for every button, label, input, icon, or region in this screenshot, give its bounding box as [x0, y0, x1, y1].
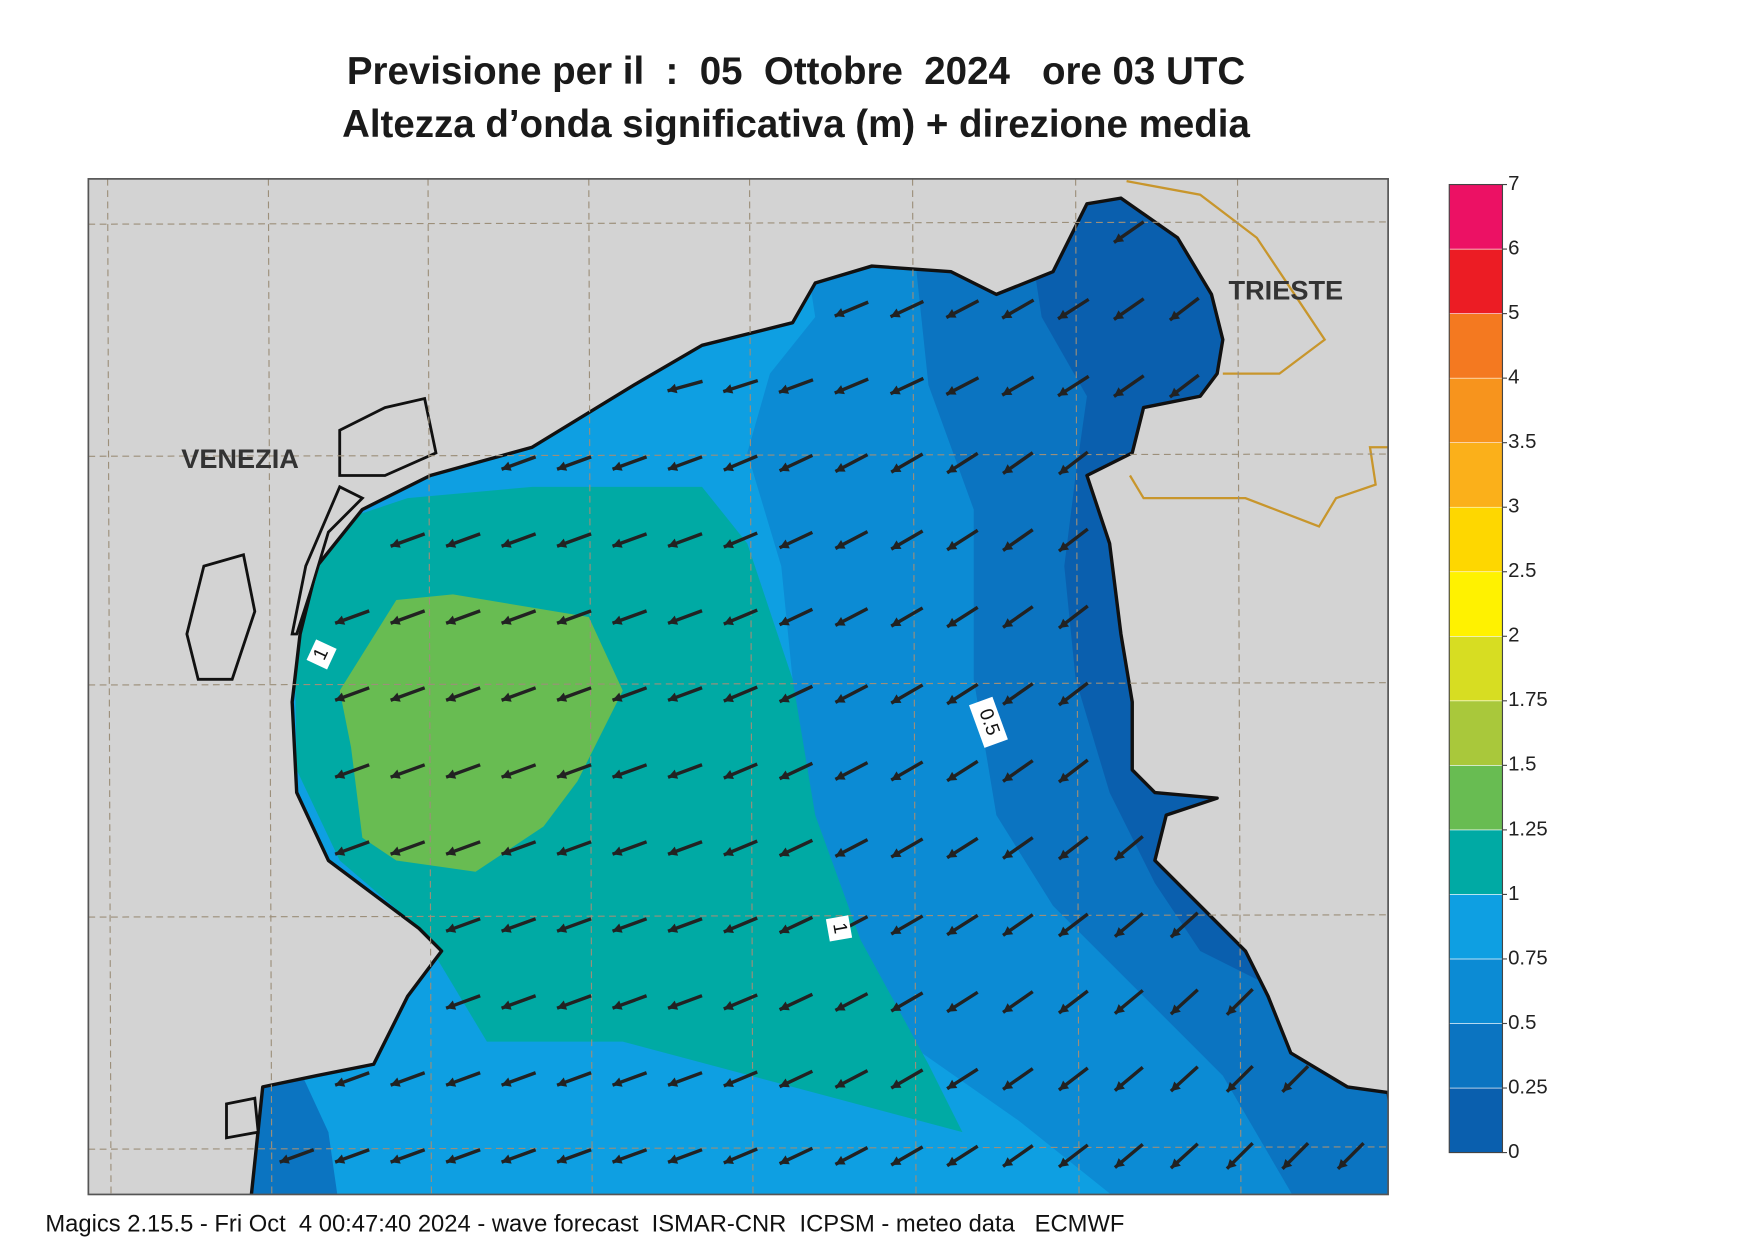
colorbar-tick-label: 4: [1508, 367, 1519, 389]
subtitle: Altezza d’onda significativa (m) + direz…: [342, 103, 1250, 146]
colorbar-band: [1449, 830, 1502, 895]
place-label: TRIESTE: [1228, 274, 1343, 305]
colorbar-tick-label: 3: [1508, 496, 1519, 518]
colorbar-tick-label: 7: [1508, 173, 1519, 195]
colorbar-band: [1449, 443, 1502, 508]
colorbar-tick-label: 0.75: [1508, 947, 1548, 969]
colorbar-tick-label: 1: [1508, 883, 1519, 905]
page: {"header": {"title": "Previsione per il …: [0, 0, 1755, 1242]
colorbar-tick-label: 0: [1508, 1141, 1519, 1163]
colorbar-tick-label: 1.5: [1508, 754, 1536, 776]
colorbar-tick-label: 3.5: [1508, 431, 1536, 453]
colorbar-band: [1449, 507, 1502, 572]
colorbar-tick-label: 2.5: [1508, 560, 1536, 582]
colorbar-band: [1449, 1023, 1502, 1088]
place-label: VENEZIA: [181, 443, 299, 474]
colorbar-band: [1449, 378, 1502, 443]
colorbar-band: [1449, 249, 1502, 314]
colorbar-tick-label: 0.25: [1508, 1076, 1548, 1098]
colorbar-tick-label: 5: [1508, 302, 1519, 324]
colorbar: 0 0.25 0.5 0.75 1 1.25 1.5 1.75 2 2.5 3 3.5 4 5 6 7: [1449, 173, 1548, 1163]
colorbar-band: [1449, 314, 1502, 379]
colorbar-band: [1449, 701, 1502, 766]
contour-label-box: 1: [826, 915, 852, 941]
colorbar-tick-label: 1.25: [1508, 818, 1548, 840]
colorbar-band: [1449, 959, 1502, 1024]
colorbar-band: [1449, 765, 1502, 830]
colorbar-band: [1449, 894, 1502, 959]
colorbar-band: [1449, 1088, 1502, 1153]
colorbar-band: [1449, 636, 1502, 701]
footer: Magics 2.15.5 - Fri Oct 4 00:47:40 2024 …: [45, 1210, 1124, 1237]
title: Previsione per il : 05 Ottobre 2024 ore …: [347, 50, 1245, 93]
colorbar-band: [1449, 572, 1502, 637]
colorbar-tick-label: 6: [1508, 237, 1519, 259]
forecast-map-page: Previsione per il : 05 Ottobre 2024 ore …: [0, 0, 1755, 1242]
colorbar-tick-label: 1.75: [1508, 689, 1548, 711]
colorbar-tick-label: 2: [1508, 625, 1519, 647]
colorbar-tick-label: 0.5: [1508, 1012, 1536, 1034]
colorbar-band: [1449, 185, 1502, 250]
